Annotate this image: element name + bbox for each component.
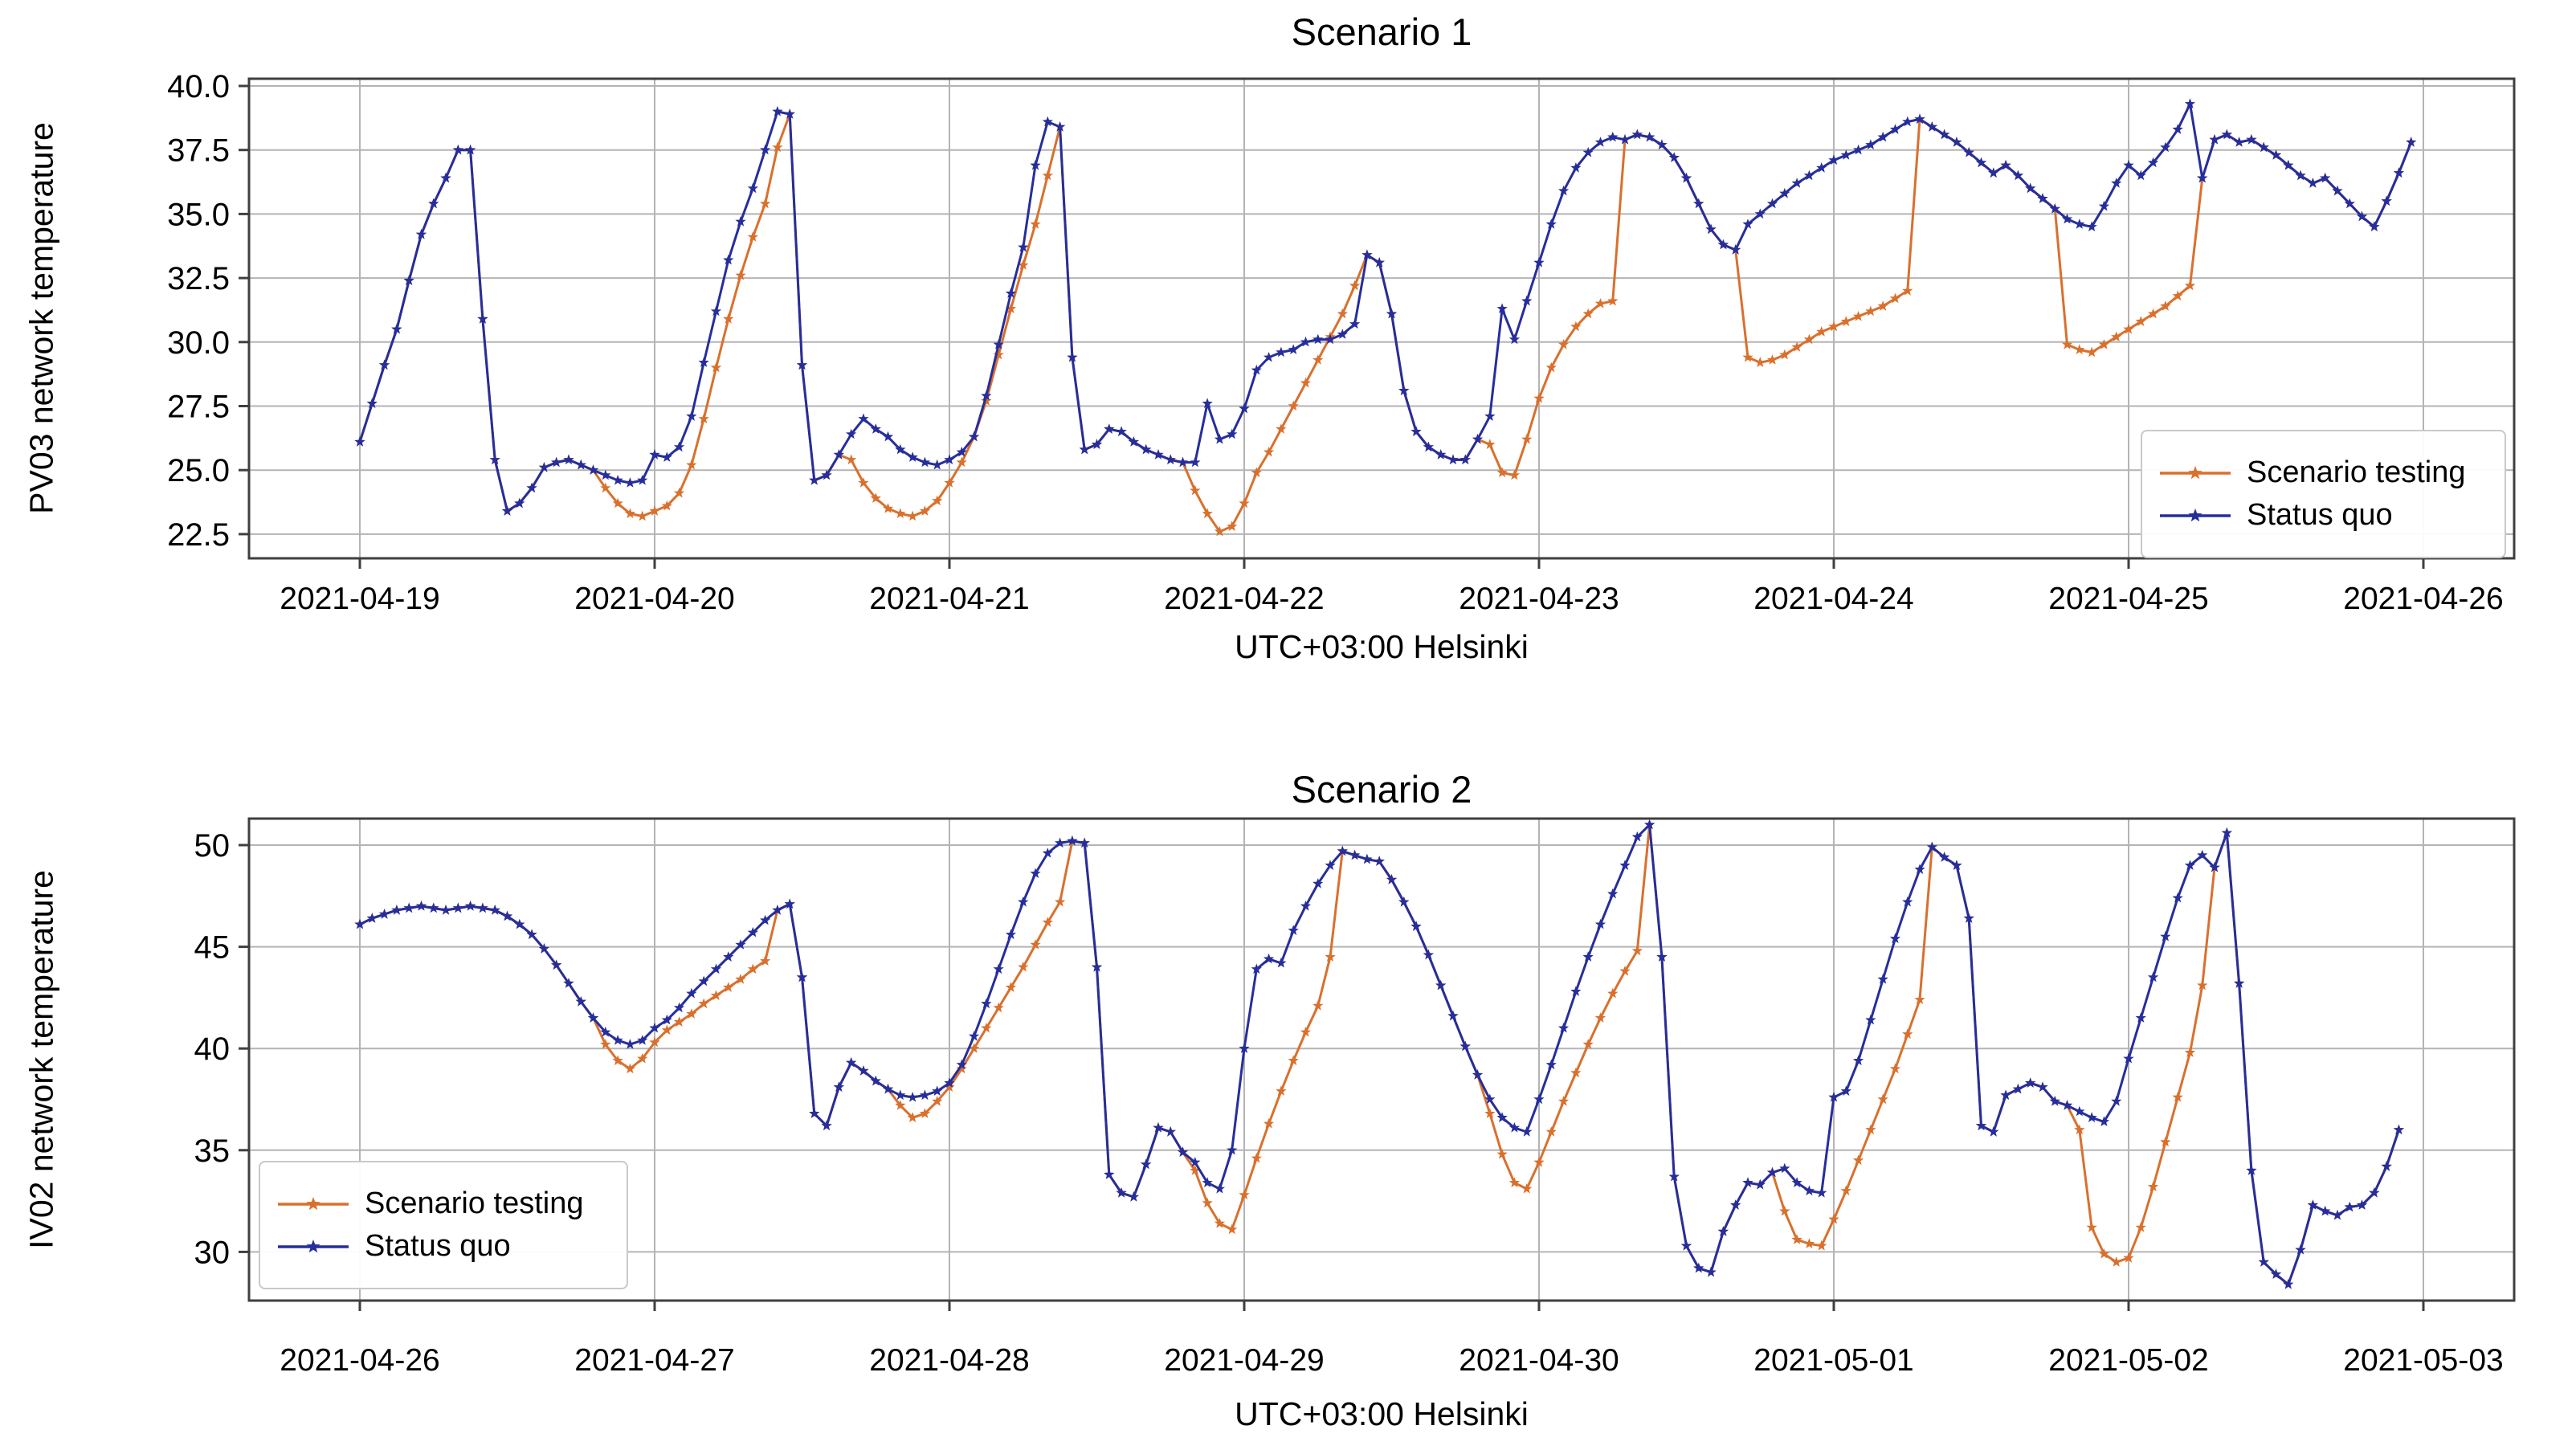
svg-text:2021-04-30: 2021-04-30 (1459, 1343, 1619, 1378)
scenario-1-chart: 2021-04-19 2021-04-20 2021-04-21 2021-04-22… (0, 0, 2576, 691)
y-axis-label: PV03 network temperature (22, 122, 60, 514)
svg-text:30: 30 (194, 1235, 231, 1270)
legend-item: Status quo (2157, 498, 2490, 533)
svg-text:50: 50 (194, 828, 231, 864)
svg-text:30.0: 30.0 (167, 325, 230, 361)
legend-label: Status quo (365, 1229, 511, 1263)
svg-text:2021-04-19: 2021-04-19 (280, 582, 440, 616)
svg-text:32.5: 32.5 (167, 261, 230, 296)
svg-text:2021-04-21: 2021-04-21 (869, 582, 1030, 616)
svg-text:2021-04-23: 2021-04-23 (1459, 582, 1619, 616)
svg-text:40.0: 40.0 (167, 69, 230, 104)
legend-label: Status quo (2247, 498, 2393, 532)
svg-text:37.5: 37.5 (167, 133, 230, 169)
svg-text:27.5: 27.5 (167, 390, 230, 425)
svg-text:2021-04-25: 2021-04-25 (2048, 582, 2209, 616)
svg-text:2021-04-24: 2021-04-24 (1753, 582, 1914, 616)
chart-title: Scenario 2 (1291, 768, 1472, 811)
svg-text:35: 35 (194, 1133, 231, 1169)
svg-text:2021-05-02: 2021-05-02 (2048, 1343, 2209, 1378)
svg-text:2021-04-29: 2021-04-29 (1164, 1343, 1325, 1378)
svg-text:2021-04-26: 2021-04-26 (2343, 582, 2504, 616)
svg-text:2021-05-01: 2021-05-01 (1753, 1343, 1914, 1378)
status-quo-marker-icon (278, 1239, 349, 1252)
svg-text:2021-04-20: 2021-04-20 (574, 582, 735, 616)
scenario-testing-marker-icon (278, 1196, 349, 1210)
scenario-2-chart: 2021-04-26 2021-04-27 2021-04-28 2021-04-29… (0, 691, 2576, 1450)
svg-text:2021-04-28: 2021-04-28 (869, 1343, 1030, 1378)
legend: Scenario testing Status quo (259, 1161, 628, 1289)
svg-text:35.0: 35.0 (167, 197, 230, 232)
legend-item: Scenario testing (2157, 455, 2490, 490)
plot-area-scenario-1: 2021-04-19 2021-04-20 2021-04-21 2021-04-22… (167, 69, 2516, 616)
svg-text:25.0: 25.0 (167, 453, 230, 488)
svg-text:2021-05-03: 2021-05-03 (2343, 1343, 2504, 1378)
svg-text:22.5: 22.5 (167, 517, 230, 553)
chart-title: Scenario 1 (1291, 10, 1472, 53)
plot-area-scenario-2: 2021-04-26 2021-04-27 2021-04-28 2021-04-29… (194, 817, 2516, 1378)
x-axis-label: UTC+03:00 Helsinki (1235, 628, 1529, 665)
legend-label: Scenario testing (365, 1187, 584, 1220)
svg-text:2021-04-22: 2021-04-22 (1164, 582, 1325, 616)
legend-item: Status quo (275, 1229, 612, 1264)
scenario-testing-marker-icon (2160, 465, 2231, 479)
legend-label: Scenario testing (2247, 455, 2466, 489)
svg-text:45: 45 (194, 930, 231, 966)
status-quo-marker-icon (2160, 508, 2231, 521)
svg-text:2021-04-26: 2021-04-26 (280, 1343, 440, 1378)
svg-text:2021-04-27: 2021-04-27 (574, 1343, 735, 1378)
svg-text:40: 40 (194, 1031, 231, 1067)
legend: Scenario testing Status quo (2141, 430, 2506, 558)
y-axis-label: IV02 network temperature (22, 870, 60, 1249)
x-axis-label: UTC+03:00 Helsinki (1235, 1395, 1529, 1432)
legend-item: Scenario testing (275, 1187, 612, 1221)
